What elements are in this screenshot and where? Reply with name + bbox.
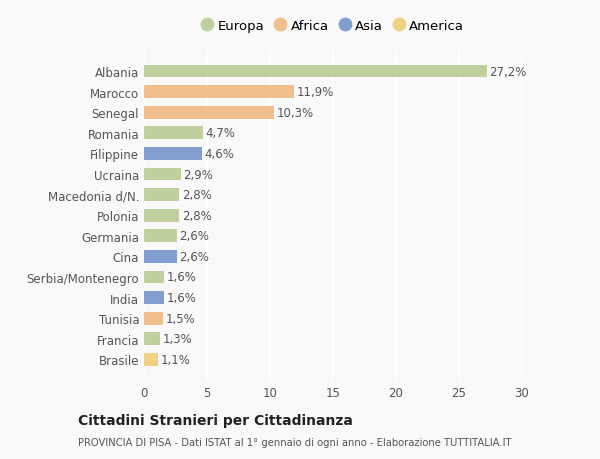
Bar — [144, 86, 294, 99]
Text: 4,7%: 4,7% — [206, 127, 236, 140]
Text: 4,6%: 4,6% — [205, 148, 235, 161]
Bar — [144, 251, 177, 263]
Text: 1,1%: 1,1% — [160, 353, 190, 366]
Bar — [144, 333, 160, 346]
Bar — [144, 312, 163, 325]
Bar — [144, 209, 179, 222]
Legend: Europa, Africa, Asia, America: Europa, Africa, Asia, America — [196, 14, 470, 38]
Text: 1,3%: 1,3% — [163, 332, 193, 346]
Text: 27,2%: 27,2% — [489, 65, 527, 78]
Bar — [144, 106, 274, 119]
Text: 2,8%: 2,8% — [182, 209, 212, 222]
Text: 2,8%: 2,8% — [182, 189, 212, 202]
Bar — [144, 168, 181, 181]
Bar — [144, 189, 179, 202]
Bar — [144, 127, 203, 140]
Bar — [144, 271, 164, 284]
Text: 10,3%: 10,3% — [276, 106, 313, 119]
Bar — [144, 230, 177, 243]
Text: 2,6%: 2,6% — [179, 230, 209, 243]
Bar — [144, 66, 487, 78]
Bar — [144, 291, 164, 304]
Text: Cittadini Stranieri per Cittadinanza: Cittadini Stranieri per Cittadinanza — [78, 414, 353, 428]
Text: 1,5%: 1,5% — [166, 312, 195, 325]
Text: PROVINCIA DI PISA - Dati ISTAT al 1° gennaio di ogni anno - Elaborazione TUTTITA: PROVINCIA DI PISA - Dati ISTAT al 1° gen… — [78, 437, 511, 447]
Text: 2,9%: 2,9% — [183, 168, 213, 181]
Text: 1,6%: 1,6% — [167, 291, 197, 304]
Bar — [144, 148, 202, 161]
Text: 11,9%: 11,9% — [296, 86, 334, 99]
Bar — [144, 353, 158, 366]
Text: 2,6%: 2,6% — [179, 250, 209, 263]
Text: 1,6%: 1,6% — [167, 271, 197, 284]
